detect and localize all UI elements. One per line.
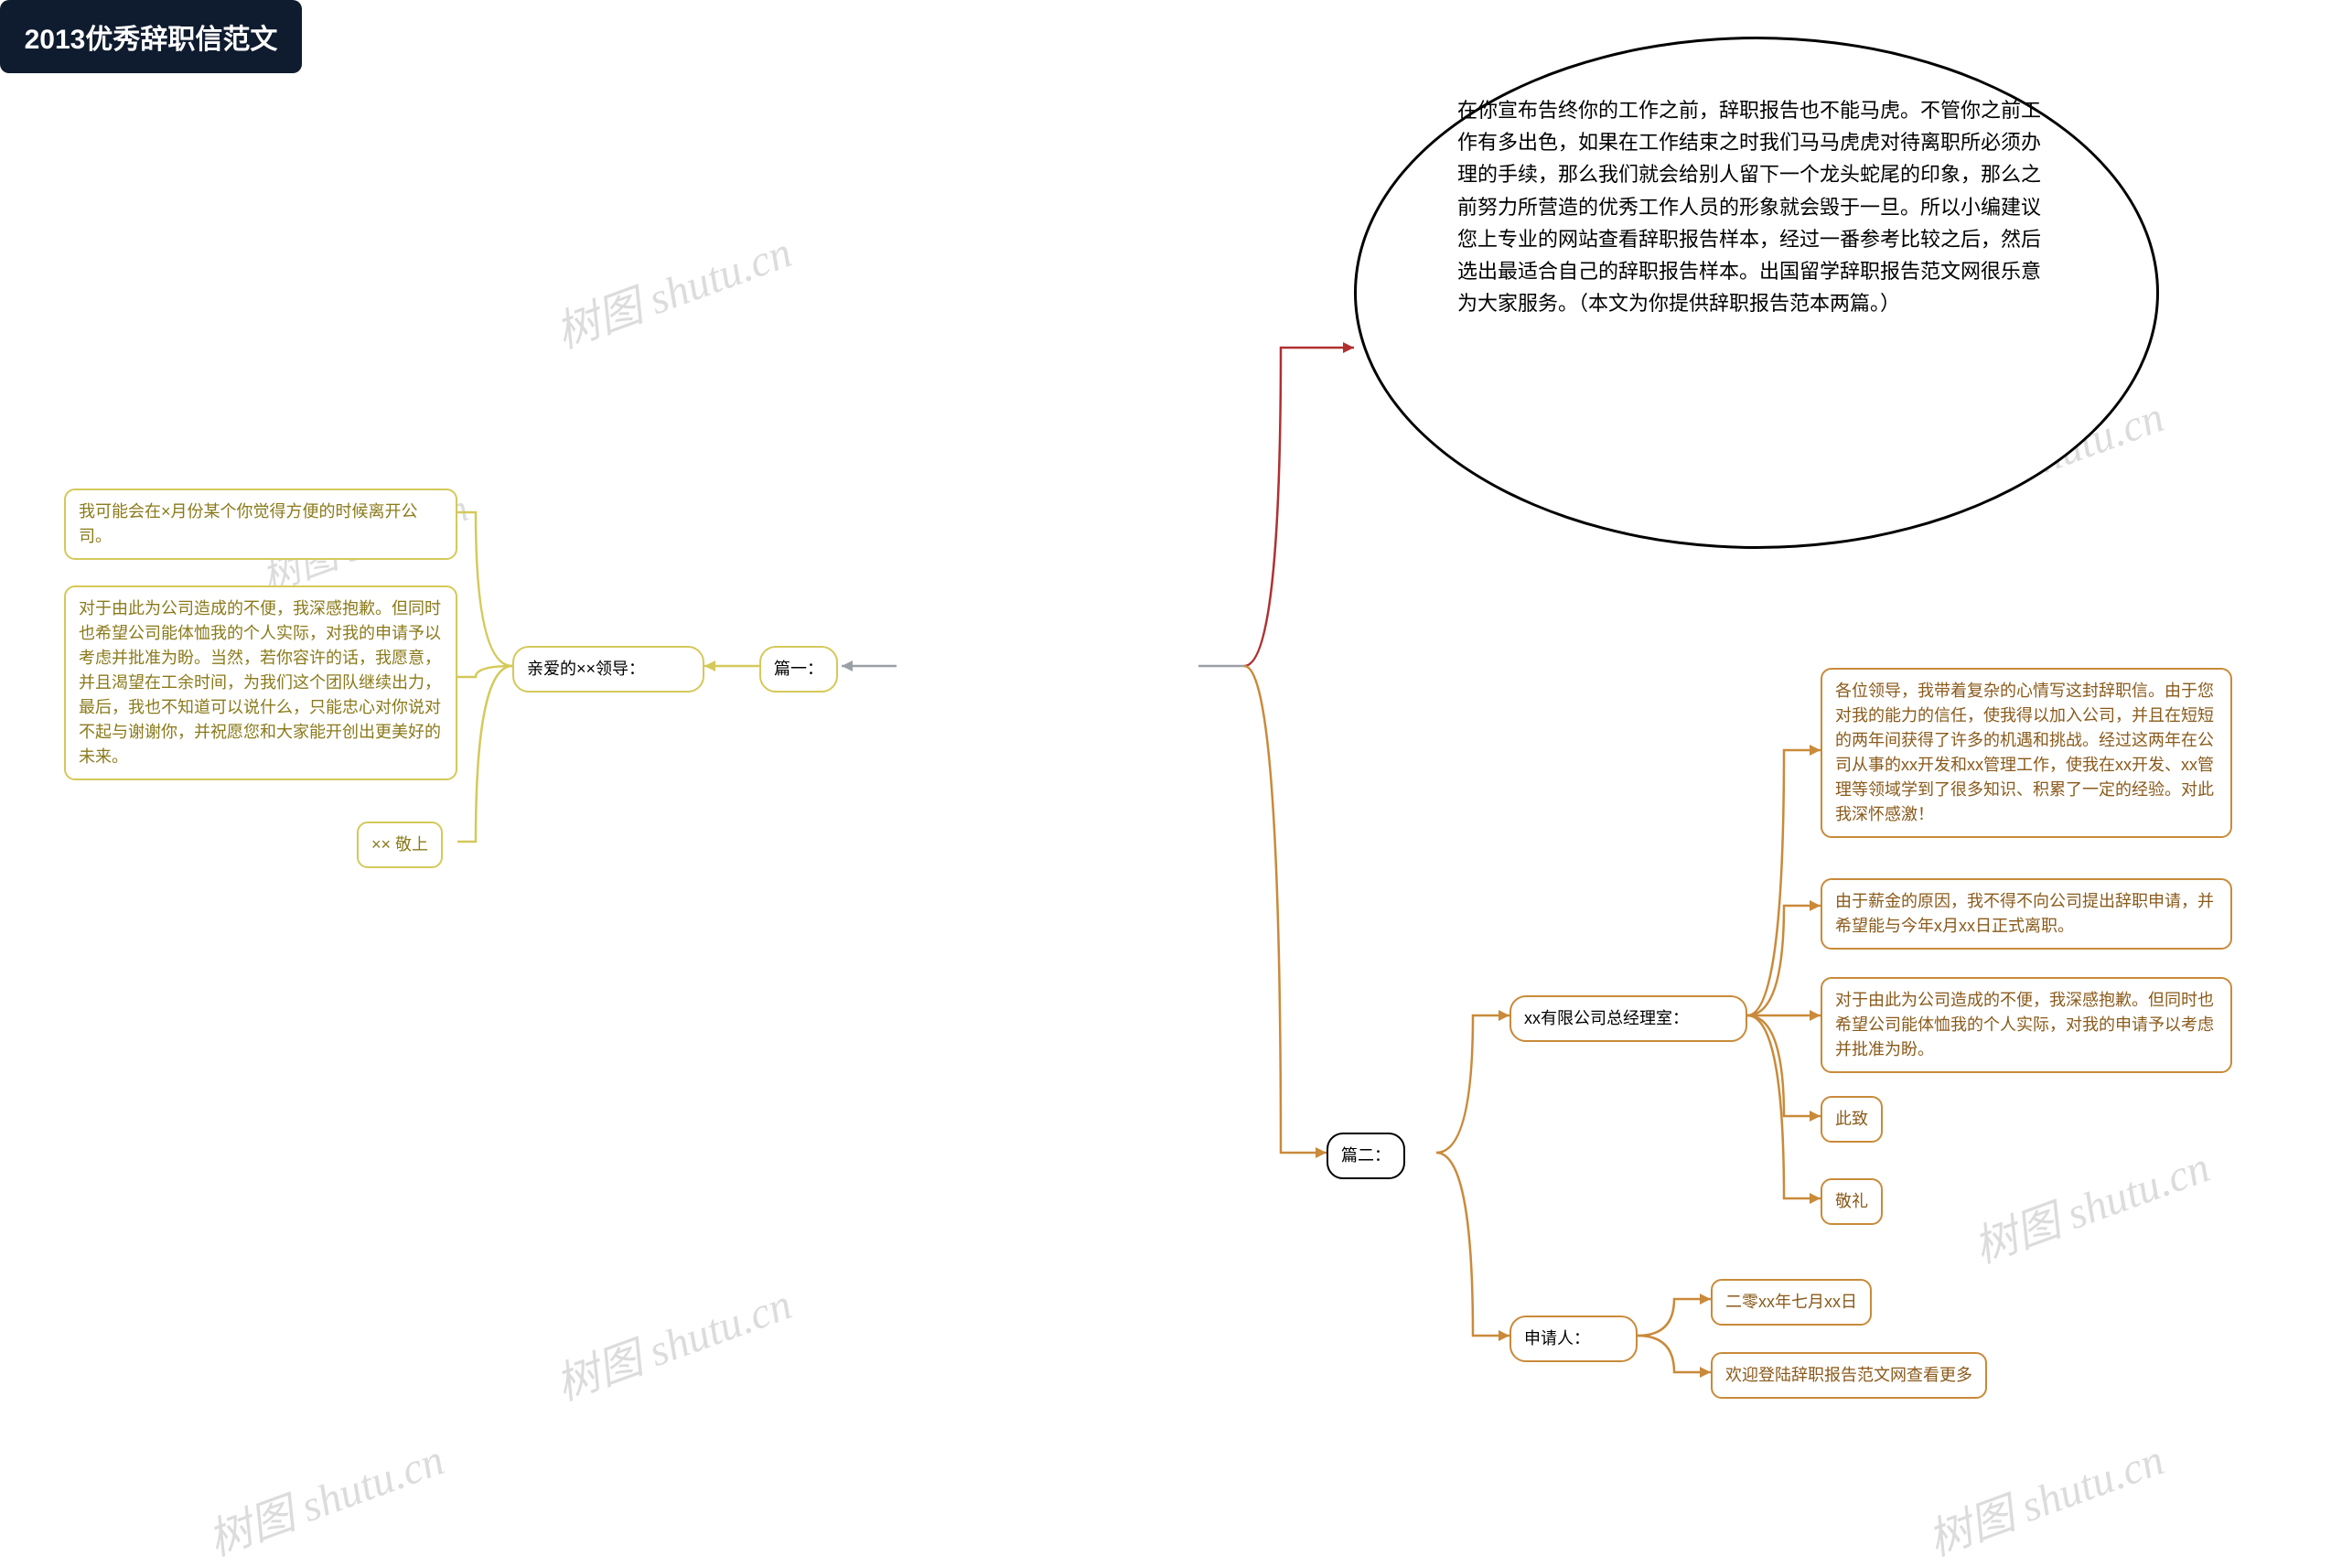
leaf-company-3: 对于由此为公司造成的不便，我深感抱歉。但同时也希望公司能体恤我的个人实际，对我的… [1821,977,2232,1073]
leaf-left-1: 我可能会在×月份某个你觉得方便的时候离开公司。 [64,489,457,560]
leaf-company-5: 敬礼 [1821,1178,1883,1225]
root-node[interactable]: 2013优秀辞职信范文 [0,0,302,73]
leaf-left-2: 对于由此为公司造成的不便，我深感抱歉。但同时也希望公司能体恤我的个人实际，对我的… [64,585,457,780]
node-applicant[interactable]: 申请人： [1509,1316,1638,1362]
watermark: 树图 shutu.cn [1963,1131,2217,1275]
node-dear-leader[interactable]: 亲爱的××领导： [512,646,704,693]
watermark: 树图 shutu.cn [545,216,799,360]
watermark: 树图 shutu.cn [1918,1423,2171,1568]
intro-ellipse: 在你宣布告终你的工作之前，辞职报告也不能马虎。不管你之前工作有多出色，如果在工作… [1354,37,2159,549]
leaf-company-4: 此致 [1821,1096,1883,1143]
node-company-office[interactable]: xx有限公司总经理室： [1509,995,1747,1042]
node-pianer[interactable]: 篇二： [1327,1133,1405,1179]
leaf-applicant-1: 二零xx年七月xx日 [1711,1279,1872,1326]
watermark: 树图 shutu.cn [198,1423,451,1568]
leaf-applicant-2: 欢迎登陆辞职报告范文网查看更多 [1711,1352,1987,1399]
leaf-company-2: 由于薪金的原因，我不得不向公司提出辞职申请，并希望能与今年x月xx日正式离职。 [1821,878,2232,950]
leaf-company-1: 各位领导，我带着复杂的心情写这封辞职信。由于您对我的能力的信任，使我得以加入公司… [1821,668,2232,838]
watermark: 树图 shutu.cn [545,1268,799,1412]
leaf-left-3: ×× 敬上 [357,822,443,868]
node-pianyi[interactable]: 篇一： [759,646,838,693]
